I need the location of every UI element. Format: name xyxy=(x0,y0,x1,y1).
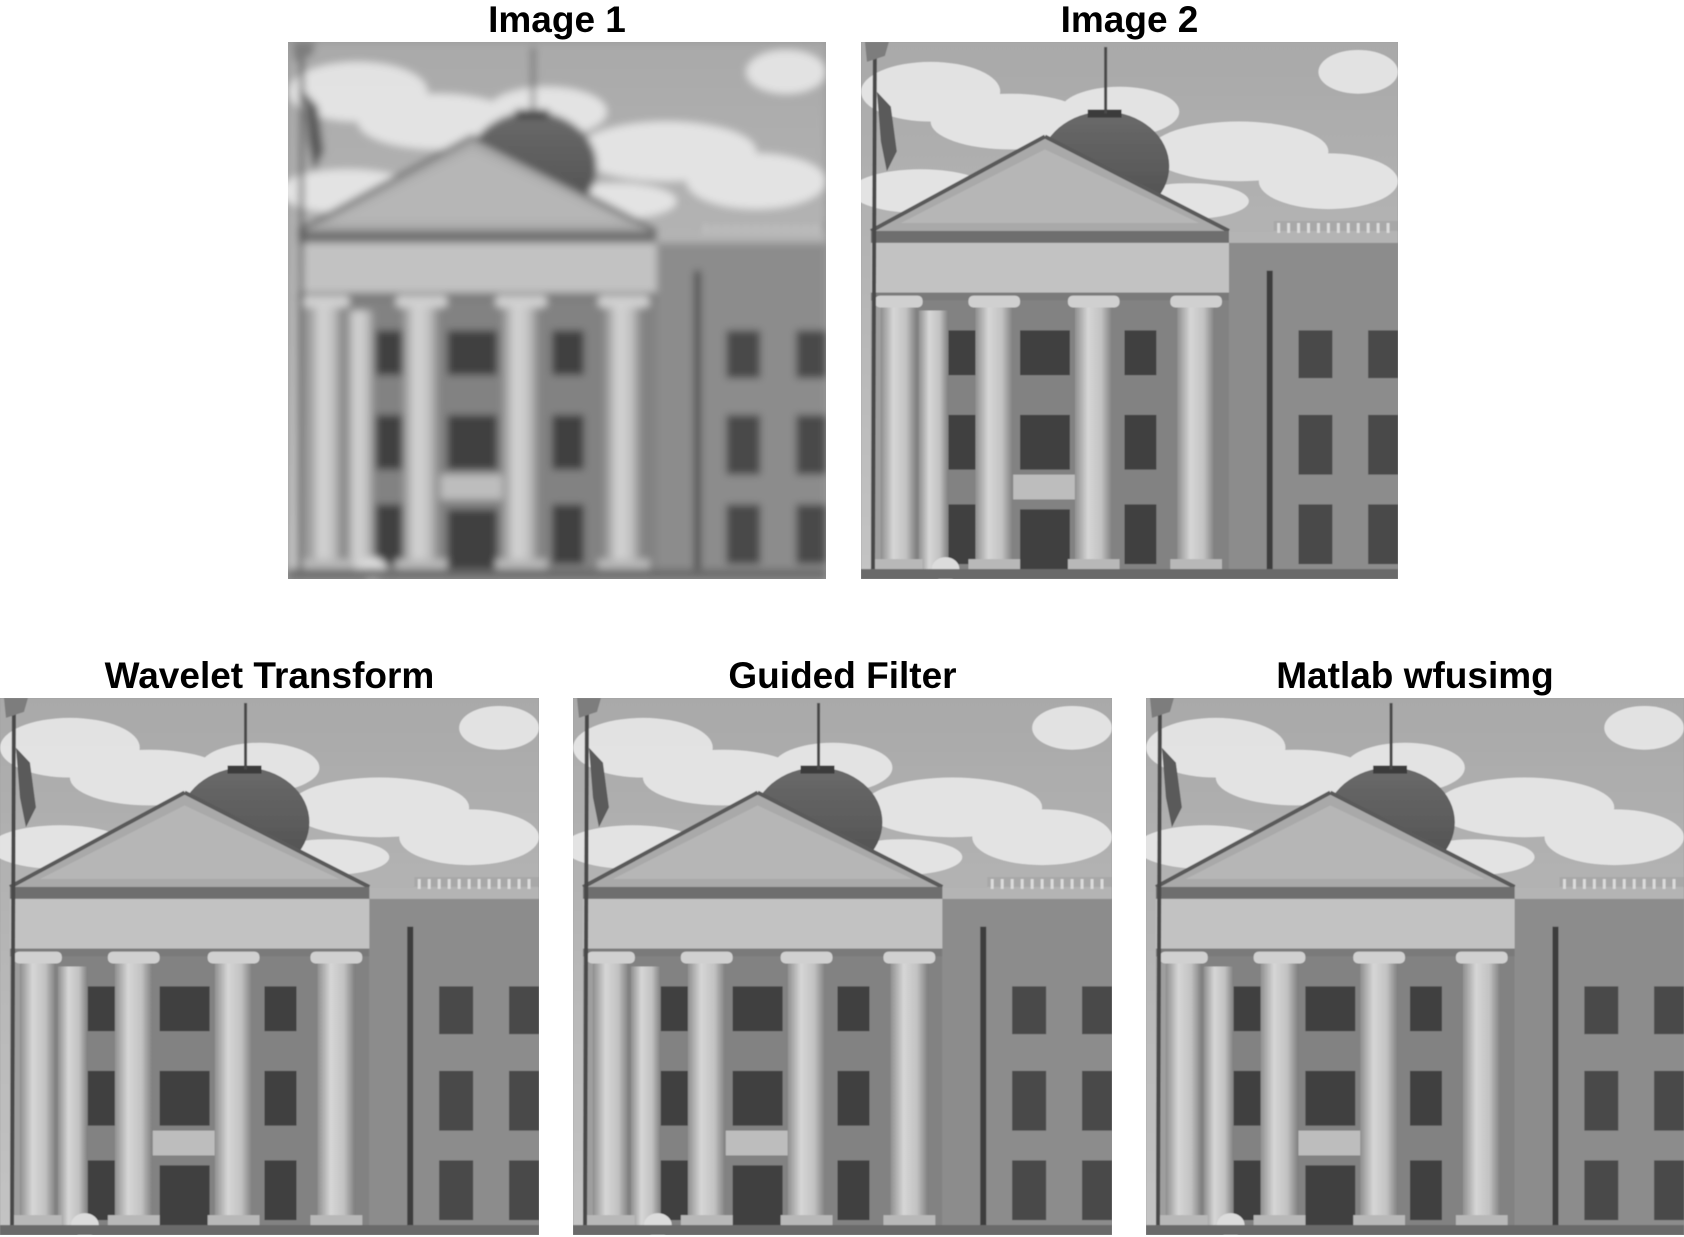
panel-title: Guided Filter xyxy=(728,655,957,696)
building-photo-fused xyxy=(573,698,1112,1235)
panel-title: Image 1 xyxy=(488,0,626,40)
panel-title: Image 2 xyxy=(1060,0,1199,40)
building-photo-sharp xyxy=(861,42,1398,579)
building-photo-blurred xyxy=(288,42,826,579)
panel-title: Matlab wfusimg xyxy=(1276,655,1554,696)
building-photo-fused xyxy=(0,698,539,1235)
panel-title: Wavelet Transform xyxy=(104,655,435,696)
building-photo-fused xyxy=(1146,698,1684,1235)
